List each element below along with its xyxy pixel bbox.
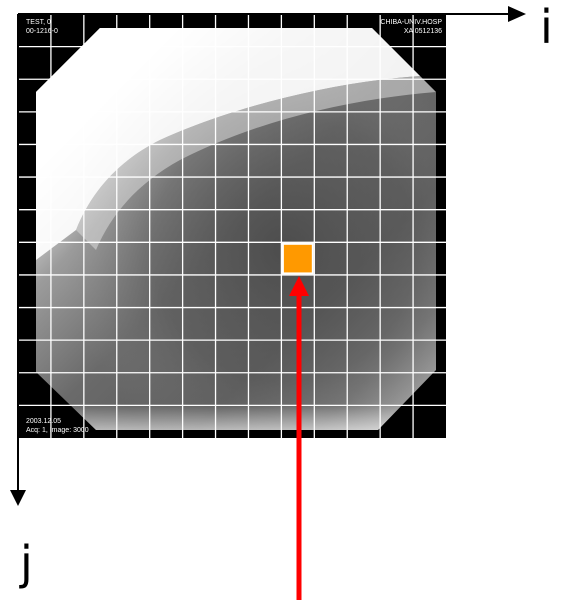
xray-image [36,28,436,430]
overlay-bottom-left-line2: Acq: 1, Image: 3000 [26,426,89,435]
highlighted-grid-cell [283,244,313,274]
overlay-top-left-line2: 00-1216-0 [26,27,58,36]
overlay-top-right-line2: XA 0512136 [380,27,442,36]
i-axis-label: i [540,4,553,50]
j-axis-arrowhead [10,490,26,506]
overlay-top-right-line1: CHIBA-UNIV.HOSP [380,18,442,27]
j-axis-label: j [20,540,33,586]
i-axis-arrowhead [508,6,526,22]
overlay-bottom-left-line1: 2003.12.05 [26,417,89,426]
overlay-top-left-line1: TEST, 0 [26,18,58,27]
